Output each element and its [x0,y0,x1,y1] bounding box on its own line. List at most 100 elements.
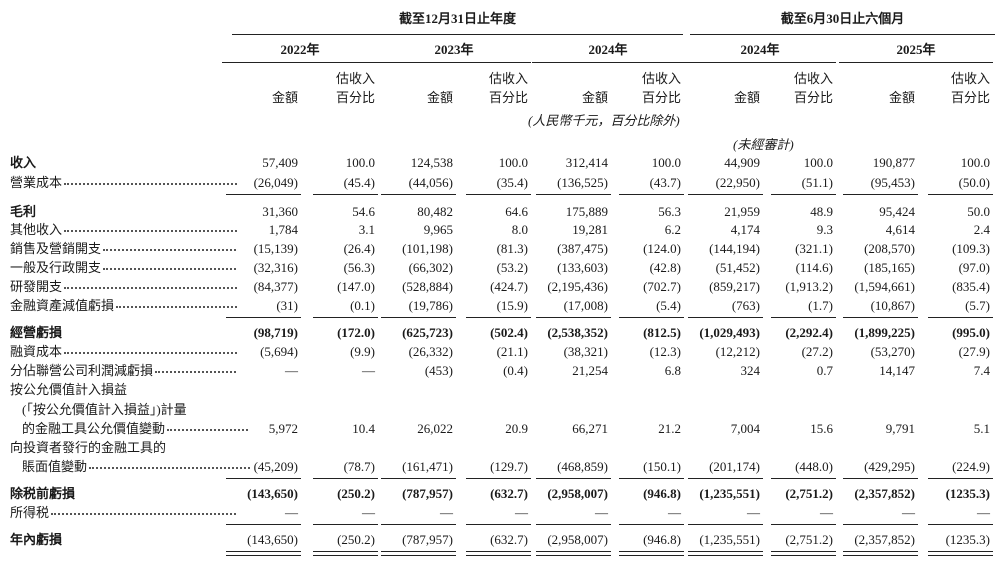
cell-value: 6.2 [664,222,681,237]
label-text: 年內虧損 [10,532,63,547]
cell-value: (15,139) [253,241,298,256]
cell-value: (143,650) [247,486,298,501]
rule [839,62,993,63]
cell-value: (859,217) [709,279,760,294]
cell-value: 124,538 [410,155,453,170]
pct-header: 估收入 [793,71,833,86]
rule [226,524,301,525]
pct-header: 估收入 [488,71,528,86]
rule [688,478,763,479]
cell-value: (26,049) [253,175,298,190]
dot-leader [89,467,250,470]
cell-value: (946.8) [643,486,681,501]
cell-value: 190,877 [872,155,915,170]
cell-value: (632.7) [490,532,528,547]
year-header: 2024年 [740,42,780,57]
rule [843,194,918,195]
rule [619,555,684,556]
rule [381,555,456,556]
cell-value: (124.0) [643,241,681,256]
cell-value: (109.3) [952,241,990,256]
cell-value: (1.7) [808,298,833,313]
cell-value: 95,424 [879,204,915,219]
unaudited-note: (未經審計) [733,137,794,152]
cell-value: (26.4) [343,241,375,256]
rule [928,524,993,525]
cell-value: (133,603) [557,260,608,275]
cell-value: 100.0 [651,155,681,170]
cell-value: (2,751.2) [785,486,833,501]
cell-value: 48.9 [810,204,833,219]
rule [466,551,531,552]
cell-value: (51,452) [715,260,760,275]
cell-value: 100.0 [345,155,375,170]
label-text: 收入 [10,155,37,170]
cell-value: — [440,505,453,520]
rule [619,194,684,195]
rule [684,62,836,63]
row-label: 分佔聯營公司利潤減虧損 [10,363,238,379]
cell-value: (835.4) [952,279,990,294]
dot-leader [103,268,238,271]
label-text: 經營虧損 [10,325,63,340]
cell-value: — [820,505,833,520]
rule [381,194,456,195]
cell-value: (0.1) [350,298,375,313]
cell-value: — [747,505,760,520]
cell-value: 44,909 [724,155,760,170]
cell-value: 2.4 [973,222,990,237]
cell-value: 6.8 [664,363,681,378]
label-text: 營業成本 [10,175,63,190]
cell-value: (0.4) [503,363,528,378]
rule [928,478,993,479]
cell-value: (53.2) [496,260,528,275]
cell-value: 324 [740,363,761,378]
cell-value: 21,959 [724,204,760,219]
cell-value: 21,254 [572,363,608,378]
cell-value: 56.3 [658,204,681,219]
cell-value: (2,195,436) [547,279,608,294]
rule [771,194,836,195]
cell-value: (66,302) [408,260,453,275]
cell-value: (101,198) [402,241,453,256]
cell-value: (468,859) [557,459,608,474]
label-text: 按公允價值計入損益 [10,382,128,397]
cell-value: 7,004 [730,421,760,436]
cell-value: 54.6 [352,204,375,219]
cell-value: (424.7) [490,279,528,294]
rule [843,478,918,479]
cell-value: — [285,505,298,520]
cell-value: (946.8) [643,532,681,547]
group-header: 截至6月30日止六個月 [780,11,905,26]
cell-value: — [515,505,528,520]
label-text: 分佔聯營公司利潤減虧損 [10,363,154,378]
cell-value: (114.6) [795,260,833,275]
pct-header: 估收入 [335,71,375,86]
rule [377,62,531,63]
cell-value: (702.7) [643,279,681,294]
cell-value: (2,958,007) [547,486,608,501]
cell-value: (1,235,551) [699,486,760,501]
row-label: 收入 [10,155,238,171]
label-text: 賬面值變動 [22,459,88,474]
cell-value: (1,594,661) [854,279,915,294]
row-label: 按公允價值計入損益 [10,382,238,398]
dot-leader [116,306,238,309]
rule [688,551,763,552]
label-text: 所得税 [10,505,50,520]
row-label: 毛利 [10,204,238,220]
label-text: 向投資者發行的金融工具的 [10,440,167,455]
cell-value: (812.5) [643,325,681,340]
cell-value: (10,867) [870,298,915,313]
cell-value: (453) [424,363,453,378]
cell-value: (172.0) [337,325,375,340]
rule [466,524,531,525]
rule [928,555,993,556]
row-label: 其他收入 [10,222,238,238]
cell-value: 20.9 [505,421,528,436]
cell-value: 8.0 [511,222,528,237]
cell-value: — [595,505,608,520]
rule [226,317,301,318]
rule [381,524,456,525]
